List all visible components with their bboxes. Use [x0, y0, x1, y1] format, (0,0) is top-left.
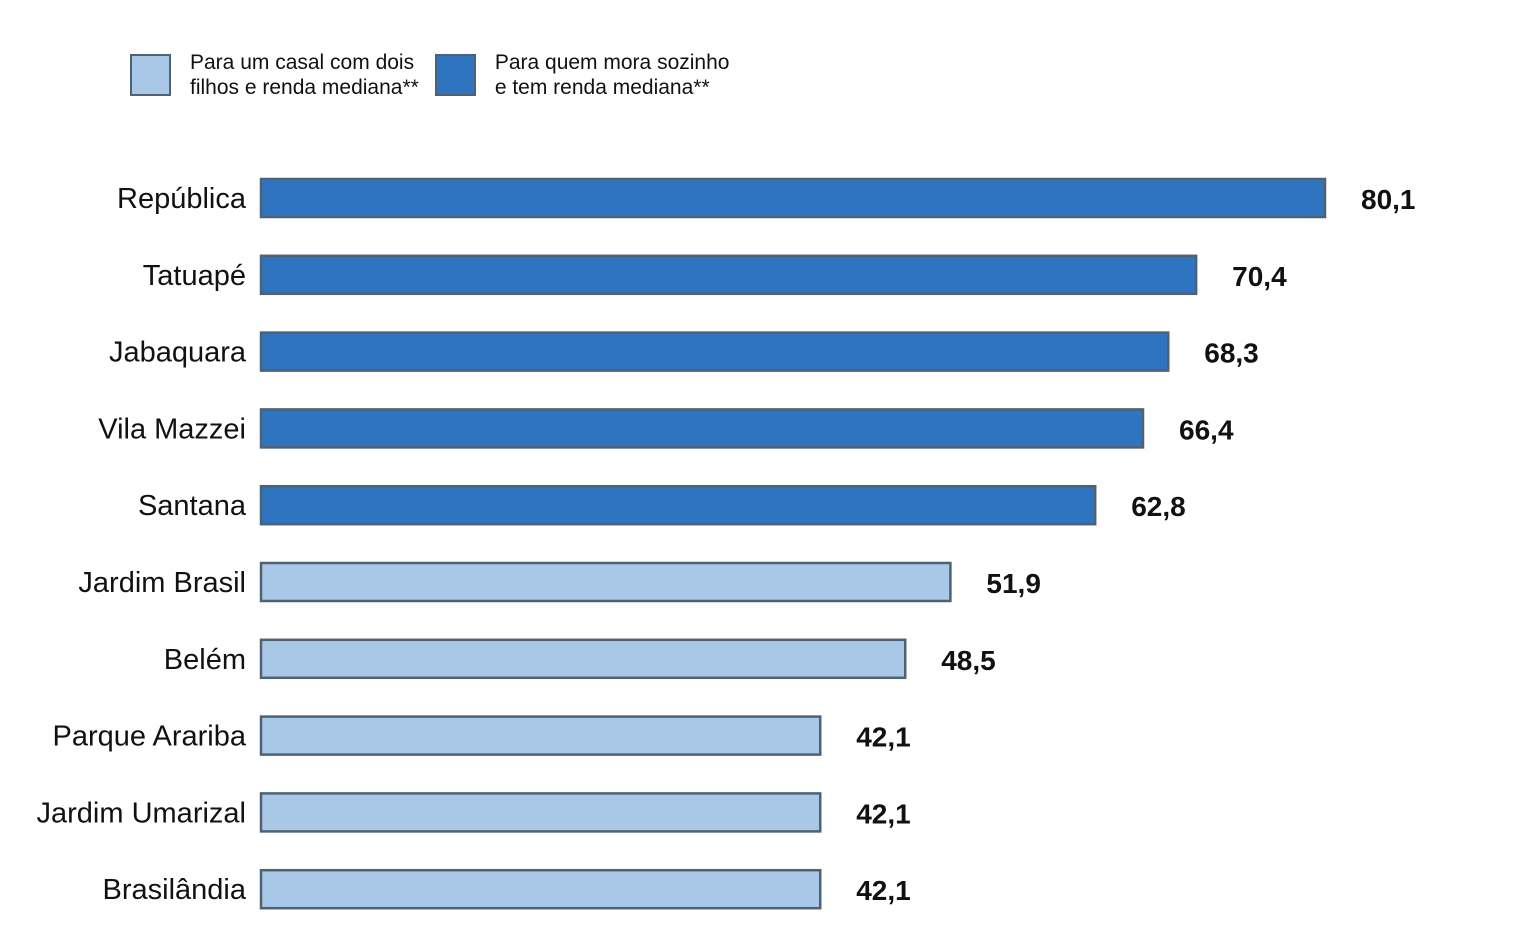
bar-row: Jardim Umarizal 42,1: [37, 792, 911, 833]
category-label: Belém: [164, 644, 246, 676]
bar: [259, 561, 952, 603]
value-label: 70,4: [1232, 261, 1287, 292]
legend-swatch-couple: [130, 54, 171, 96]
category-label: Parque Arariba: [53, 721, 247, 753]
bar: [259, 331, 1170, 372]
category-label: Vila Mazzei: [98, 413, 246, 445]
category-label: Jabaquara: [109, 337, 247, 369]
value-label: 42,1: [856, 875, 911, 906]
bar-row: Tatuapé 70,4: [143, 254, 1287, 296]
category-label: Brasilândia: [103, 874, 247, 906]
bar-row: Jabaquara 68,3: [109, 331, 1259, 372]
value-label: 66,4: [1179, 414, 1234, 445]
bar: [259, 484, 1097, 526]
bar-row: República 80,1: [117, 177, 1416, 219]
value-label: 51,9: [986, 568, 1040, 599]
bar: [259, 638, 907, 680]
bar: [259, 254, 1198, 296]
chart-legend: Para um casal com dois filhos e renda me…: [130, 50, 745, 100]
legend-swatch-single: [434, 54, 476, 96]
bar: [259, 868, 822, 910]
bar: [259, 177, 1327, 219]
value-label: 80,1: [1361, 184, 1416, 215]
category-label: Santana: [138, 490, 247, 522]
bar-row: Jardim Brasil 51,9: [78, 561, 1041, 603]
bar-row: Brasilândia 42,1: [103, 868, 911, 910]
bar-row: Santana 62,8: [138, 484, 1186, 526]
legend-label-couple: Para um casal com dois filhos e renda me…: [190, 51, 419, 99]
bar: [259, 715, 822, 756]
legend-item-single: Para quem mora sozinho e tem renda media…: [434, 50, 730, 100]
bar-row: Belém 48,5: [164, 638, 996, 680]
category-label: República: [117, 183, 247, 215]
bar: [259, 408, 1145, 449]
value-label: 48,5: [941, 645, 996, 676]
category-label: Tatuapé: [143, 260, 246, 292]
value-label: 68,3: [1204, 338, 1259, 369]
category-label: Jardim Umarizal: [37, 797, 246, 829]
value-label: 62,8: [1131, 491, 1186, 522]
value-label: 42,1: [856, 722, 911, 753]
category-label: Jardim Brasil: [78, 567, 246, 599]
bar: [259, 792, 822, 833]
legend-item-couple: Para um casal com dois filhos e renda me…: [130, 50, 419, 100]
bar-row: Vila Mazzei 66,4: [98, 408, 1234, 449]
value-label: 42,1: [856, 798, 911, 829]
bar-row: Parque Arariba 42,1: [53, 715, 911, 756]
legend-label-single: Para quem mora sozinho e tem renda media…: [494, 51, 730, 99]
